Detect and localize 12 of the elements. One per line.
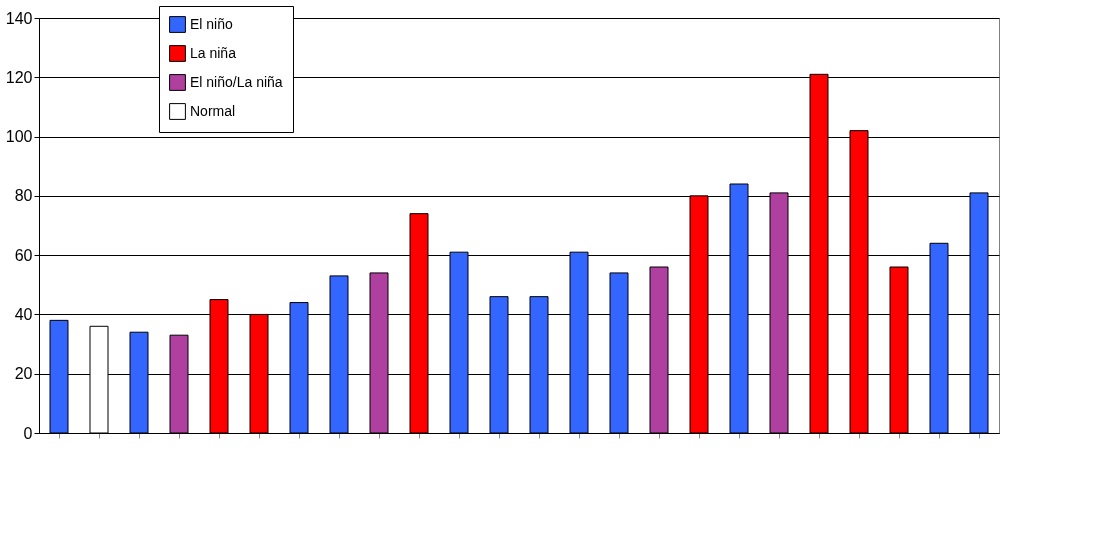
legend-label: La niña	[190, 44, 237, 61]
y-tick-label: 20	[14, 365, 33, 383]
y-tick-label: 100	[5, 128, 33, 146]
legend-label: Normal	[190, 102, 236, 119]
legend-label: El niño	[190, 15, 234, 32]
y-tick-label: 80	[14, 187, 33, 205]
y-tick-label: 60	[14, 246, 33, 264]
y-tick-label: 140	[5, 9, 33, 27]
y-tick-label: 0	[23, 424, 33, 442]
y-tick-label: 40	[14, 305, 33, 323]
y-tick-label: 120	[5, 68, 33, 86]
legend-label: El niño/La niña	[190, 73, 283, 90]
